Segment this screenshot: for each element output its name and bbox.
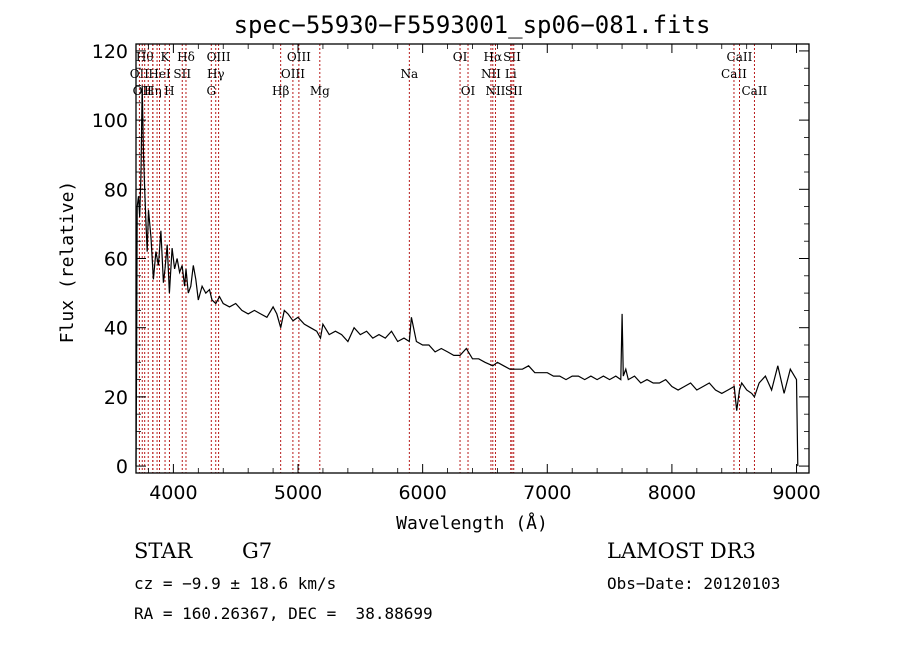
subclass: G7: [242, 539, 273, 563]
object-class: STAR: [134, 539, 193, 563]
marker-label: Hγ: [207, 67, 225, 81]
marker-label: CaII: [727, 50, 753, 64]
marker-label: K: [161, 50, 171, 64]
x-tick-label: 5000: [274, 482, 322, 504]
marker-label: G: [206, 84, 216, 98]
marker-label: NII: [485, 84, 505, 98]
marker-label: OI: [461, 84, 476, 98]
marker-label: NII: [481, 67, 501, 81]
marker-label: Na: [400, 67, 418, 81]
y-tick-label: 100: [92, 110, 128, 132]
marker-label: OII: [130, 67, 150, 81]
marker-label: CaII: [741, 84, 767, 98]
x-tick-label: 8000: [648, 482, 696, 504]
y-axis-title: Flux (relative): [57, 181, 78, 344]
y-tick-label: 120: [92, 41, 128, 63]
marker-label: SII: [173, 67, 191, 81]
x-tick-label: 7000: [523, 482, 571, 504]
x-tick-label: 4000: [149, 482, 197, 504]
spectrum-line: [135, 85, 799, 467]
y-tick-label: 40: [104, 318, 128, 340]
axis-ticks-layer: 4000 5000 6000 7000 8000 9000 0 20 40 60 80 100 120: [92, 41, 821, 504]
marker-label: Hβ: [272, 84, 289, 98]
marker-label: SII: [503, 50, 521, 64]
y-tick-label: 20: [104, 387, 128, 409]
obs-date: Obs−Date: 20120103: [607, 574, 781, 593]
marker-label: Li: [505, 67, 517, 81]
marker-label: HeI: [148, 67, 171, 81]
line-markers-layer: OIIOIIHθHηHeIKHSIIHδGHγOIIIHβOIIIOIIIMgN…: [130, 44, 768, 473]
marker-label: OIII: [281, 67, 305, 81]
marker-label: Hα: [484, 50, 503, 64]
x-axis-title: Wavelength (Å): [396, 512, 548, 534]
marker-label: SII: [505, 84, 523, 98]
plot-frame: [135, 43, 810, 474]
chart-title: spec−55930−F5593001_sp06−081.fits: [234, 11, 711, 39]
marker-label: Hδ: [177, 50, 195, 64]
marker-label: OI: [453, 50, 468, 64]
marker-label: H: [164, 84, 174, 98]
marker-label: OIII: [207, 50, 231, 64]
marker-label: OIII: [287, 50, 311, 64]
redshift-text: cz = −9.9 ± 18.6 km/s: [134, 574, 337, 593]
x-tick-label: 9000: [772, 482, 820, 504]
marker-label: CaII: [721, 67, 747, 81]
y-tick-label: 80: [104, 179, 128, 201]
survey-name: LAMOST DR3: [607, 539, 756, 563]
y-tick-label: 0: [116, 456, 128, 478]
x-tick-label: 6000: [398, 482, 446, 504]
y-tick-label: 60: [104, 249, 128, 271]
marker-label: Mg: [310, 84, 330, 98]
marker-label: Hη: [144, 84, 162, 98]
coordinates: RA = 160.26367, DEC = 38.88699: [134, 604, 433, 623]
marker-label: Hθ: [136, 50, 154, 64]
